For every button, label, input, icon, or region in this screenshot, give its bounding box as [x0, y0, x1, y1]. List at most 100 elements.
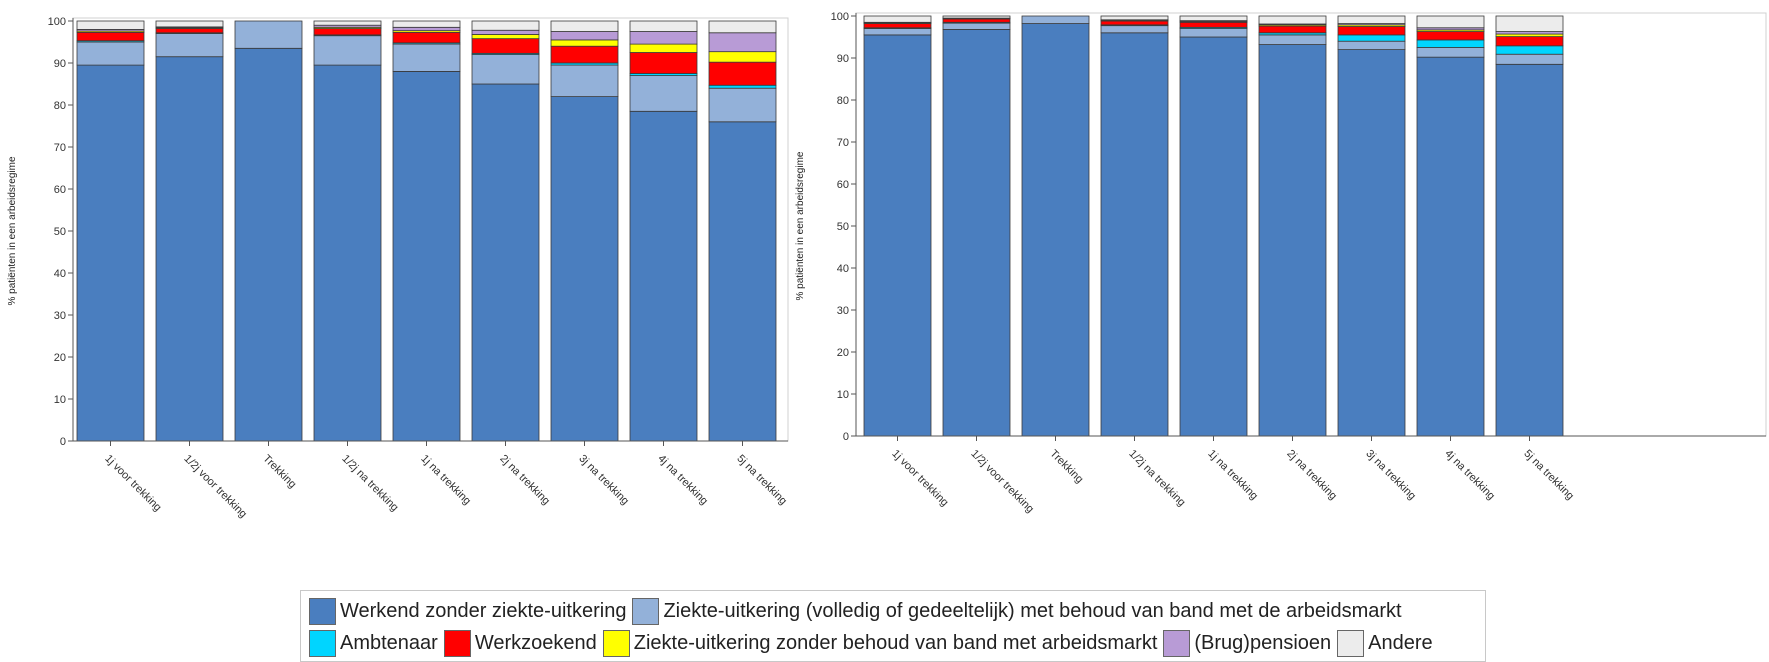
bar-segment-4j-na-trekking-s0: [1416, 56, 1485, 437]
y-tick-label: 100: [831, 11, 849, 23]
bar-segment-1j-voor-trekking-s3: [863, 23, 932, 29]
bar-segment-5j-na-trekking-s4: [708, 51, 777, 63]
y-tick-label: 90: [54, 58, 66, 70]
bar-segment-2j-na-trekking-s3: [1258, 25, 1327, 34]
bar-segment-1-2j-na-trekking-s6: [1100, 15, 1169, 21]
bar-segment-3j-na-trekking-s0: [1337, 49, 1406, 437]
bar-segment-4j-na-trekking-s6: [629, 20, 698, 32]
y-tick-label: 20: [837, 347, 849, 359]
legend-item-werkzoekend: Werkzoekend: [443, 629, 597, 657]
bar-segment-5j-na-trekking-s0: [1495, 63, 1564, 437]
x-tick-label: 1/2j na trekking: [1126, 448, 1187, 509]
bar-segment-1-2j-voor-trekking-s1: [942, 22, 1011, 30]
bar-segment-5j-na-trekking-s0: [708, 121, 777, 442]
bar-segment-1-2j-voor-trekking-s0: [942, 29, 1011, 437]
bar-segment-3j-na-trekking-s4: [550, 39, 619, 47]
bar-segment-1-2j-na-trekking-s3: [1100, 20, 1169, 26]
bar-segment-4j-na-trekking-s2: [1416, 39, 1485, 48]
x-tick-label: Trekking: [1047, 448, 1085, 486]
bar-segment-3j-na-trekking-s3: [550, 45, 619, 64]
x-tick-label: 1j voor trekking: [102, 453, 163, 514]
y-tick-label: 10: [837, 389, 849, 401]
legend-swatch: [1163, 629, 1191, 657]
bar-segment-1j-na-trekking-s5: [392, 26, 461, 32]
x-tick-label: 4j na trekking: [1442, 448, 1497, 503]
legend-swatch: [1337, 629, 1365, 657]
bar-segment-1j-voor-trekking-s1: [76, 41, 145, 66]
legend-item-ziekte-met-band: Ziekte-uitkering (volledig of gedeelteli…: [632, 597, 1402, 625]
bar-segment-5j-na-trekking-s3: [708, 61, 777, 86]
bar-segment-1j-na-trekking-s3: [1179, 21, 1248, 28]
x-tick-label: 3j na trekking: [576, 453, 631, 508]
bar-segment-5j-na-trekking-s6: [1495, 15, 1564, 32]
bar-segment-trekking-s0: [234, 47, 303, 442]
legend-item-brugpensioen: (Brug)pensioen: [1163, 629, 1332, 657]
bar-segment-1j-voor-trekking-s6: [76, 20, 145, 30]
legend-label: Werkend zonder ziekte-uitkering: [340, 599, 627, 622]
y-tick-label: 0: [60, 436, 66, 448]
bar-segment-1j-voor-trekking-s0: [863, 34, 932, 437]
bar-segment-1j-na-trekking-s0: [1179, 36, 1248, 437]
bar-segment-2j-na-trekking-s4: [471, 34, 540, 40]
bar-segment-2j-na-trekking-s0: [1258, 44, 1327, 437]
bar-segment-4j-na-trekking-s6: [1416, 15, 1485, 29]
y-tick-label: 90: [837, 53, 849, 65]
y-tick-label: 100: [48, 16, 66, 28]
x-tick-label: 2j na trekking: [497, 453, 552, 508]
legend-swatch: [309, 629, 336, 657]
y-tick-label: 70: [837, 137, 849, 149]
legend-swatch: [443, 629, 471, 657]
bar-segment-3j-na-trekking-s6: [1337, 15, 1406, 24]
bar-segment-5j-na-trekking-s2: [1495, 45, 1564, 55]
bar-segment-1-2j-voor-trekking-s3: [942, 18, 1011, 23]
bar-segment-3j-na-trekking-s1: [1337, 40, 1406, 51]
bar-segment-1j-na-trekking-s1: [1179, 28, 1248, 38]
bar-segment-1j-voor-trekking-s0: [76, 64, 145, 442]
bar-segment-2j-na-trekking-s3: [471, 38, 540, 54]
bar-segment-1-2j-na-trekking-s1: [313, 35, 382, 66]
chart-1: 0 10 20 30 40 50 60 70 80 90 100 % patiënten in een…: [7, 16, 789, 520]
y-axis-title: % patiënten in een arbeidsregime: [795, 151, 806, 300]
y-tick-label: 40: [837, 263, 849, 275]
bar-segment-1-2j-voor-trekking-s6: [942, 15, 1011, 19]
legend-label: Ziekte-uitkering (volledig of gedeelteli…: [663, 599, 1402, 622]
x-tick-label: 2j na trekking: [1284, 448, 1339, 503]
x-tick-label: 1j voor trekking: [889, 448, 950, 509]
bar-segment-4j-na-trekking-s5: [629, 31, 698, 45]
legend-label: (Brug)pensioen: [1194, 631, 1332, 654]
y-tick-label: 30: [54, 310, 66, 322]
bar-segment-4j-na-trekking-s3: [629, 52, 698, 74]
y-tick-label: 10: [54, 394, 66, 406]
bar-segment-1-2j-na-trekking-s3: [313, 28, 382, 36]
bar-segment-1j-voor-trekking-s6: [863, 15, 932, 23]
x-tick-label: 3j na trekking: [1363, 448, 1418, 503]
y-tick-label: 30: [837, 305, 849, 317]
bar-segment-5j-na-trekking-s2: [708, 84, 777, 89]
bar-segment-2j-na-trekking-s6: [1258, 15, 1327, 25]
y-tick-label: 50: [837, 221, 849, 233]
bar-segment-2j-na-trekking-s1: [1258, 34, 1327, 45]
legend-swatch: [602, 629, 630, 657]
legend-row-2: Ambtenaar Werkzoekend Ziekte-uitkering z…: [309, 627, 1477, 659]
y-tick-label: 40: [54, 268, 66, 280]
bar-segment-1-2j-na-trekking-s0: [313, 64, 382, 442]
bar-segment-4j-na-trekking-s1: [629, 75, 698, 112]
bar-segment-1j-na-trekking-s3: [392, 31, 461, 44]
bar-segment-1j-na-trekking-s1: [392, 43, 461, 72]
bar-segment-3j-na-trekking-s0: [550, 96, 619, 442]
y-tick-label: 80: [837, 95, 849, 107]
chart-2: 0 10 20 30 40 50 60 70 80 90 100 % patiënten in een…: [795, 11, 1767, 515]
y-tick-label: 50: [54, 226, 66, 238]
bar-segment-1-2j-voor-trekking-s3: [155, 28, 224, 34]
x-tick-label: 4j na trekking: [655, 453, 710, 508]
y-tick-label: 0: [843, 431, 849, 443]
y-tick-label: 80: [54, 100, 66, 112]
bar-segment-1-2j-voor-trekking-s1: [155, 33, 224, 58]
legend-swatch: [632, 597, 660, 625]
bar-segment-3j-na-trekking-s2: [1337, 34, 1406, 42]
y-tick-label: 20: [54, 352, 66, 364]
bar-segment-5j-na-trekking-s5: [708, 32, 777, 53]
bar-segment-2j-na-trekking-s1: [471, 54, 540, 85]
y-axis-title: % patiënten in een arbeidsregime: [7, 156, 18, 305]
bar-segment-trekking-s1: [1021, 15, 1090, 24]
